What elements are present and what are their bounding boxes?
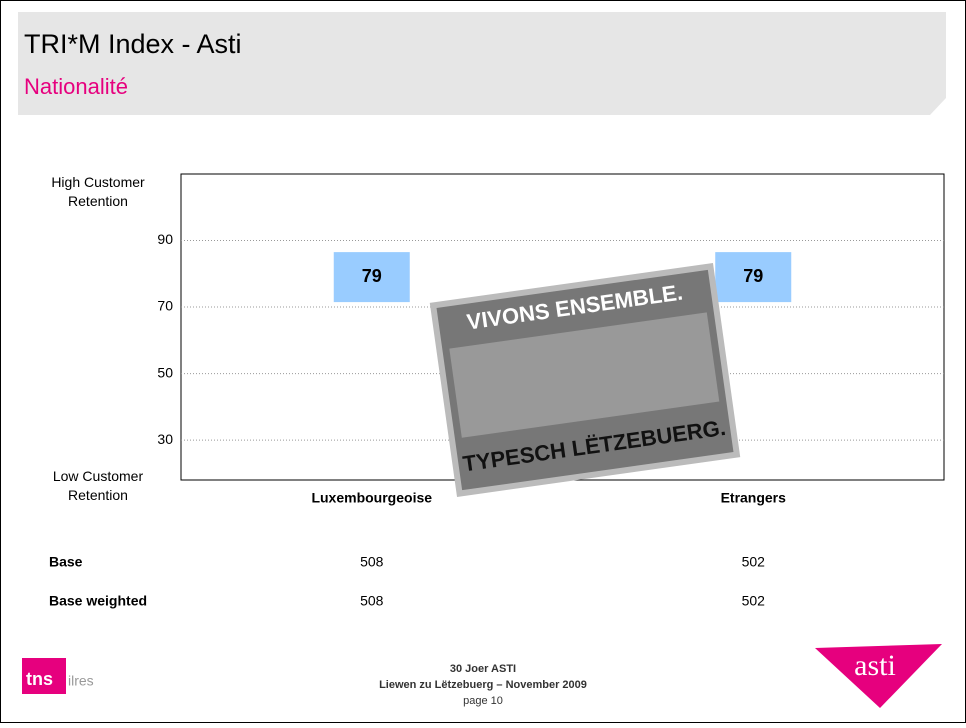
title: TRI*M Index - Asti: [24, 29, 242, 59]
footer-line: page 10: [463, 695, 503, 707]
header-band: [18, 12, 946, 115]
axis-annotation-top: High Customer Retention: [51, 174, 145, 209]
y-tick-label: 50: [157, 364, 173, 380]
tns-logo-box: [22, 658, 66, 694]
poster: VIVONS ENSEMBLE. TYPESCH LËTZEBUERG.: [429, 263, 741, 497]
x-tick-label: Luxembourgeoise: [311, 490, 432, 506]
table-value: 508: [360, 554, 384, 570]
footer: 30 Joer ASTI Liewen zu Lëtzebuerg – Novem…: [379, 663, 587, 707]
table-value: 502: [742, 554, 766, 570]
table-value: 508: [360, 593, 384, 609]
value-box: [333, 252, 410, 303]
y-tick-label: 70: [157, 298, 173, 314]
x-tick-label: Etrangers: [721, 490, 787, 506]
y-tick-label: 90: [157, 231, 173, 247]
footer-line: Liewen zu Lëtzebuerg – November 2009: [379, 679, 587, 691]
subtitle: Nationalité: [24, 74, 128, 99]
tns-logo: tns: [26, 669, 53, 689]
table-label: Base: [49, 554, 83, 570]
asti-logo-shape: [815, 644, 942, 708]
y-tick-label: 30: [157, 431, 173, 447]
table-value: 502: [742, 593, 766, 609]
axis-annotation-bottom: Low Customer Retention: [53, 468, 144, 503]
table-label: Base weighted: [49, 593, 147, 609]
value-label: 79: [743, 266, 763, 286]
poster-children: [449, 312, 720, 438]
ilres-logo: ilres: [68, 673, 94, 689]
value-label: 79: [362, 266, 382, 286]
table: Base 508 502 Base weighted 508 502: [49, 554, 765, 609]
footer-line: 30 Joer ASTI: [450, 663, 516, 675]
value-box: [715, 252, 792, 303]
asti-logo: asti: [854, 649, 896, 682]
